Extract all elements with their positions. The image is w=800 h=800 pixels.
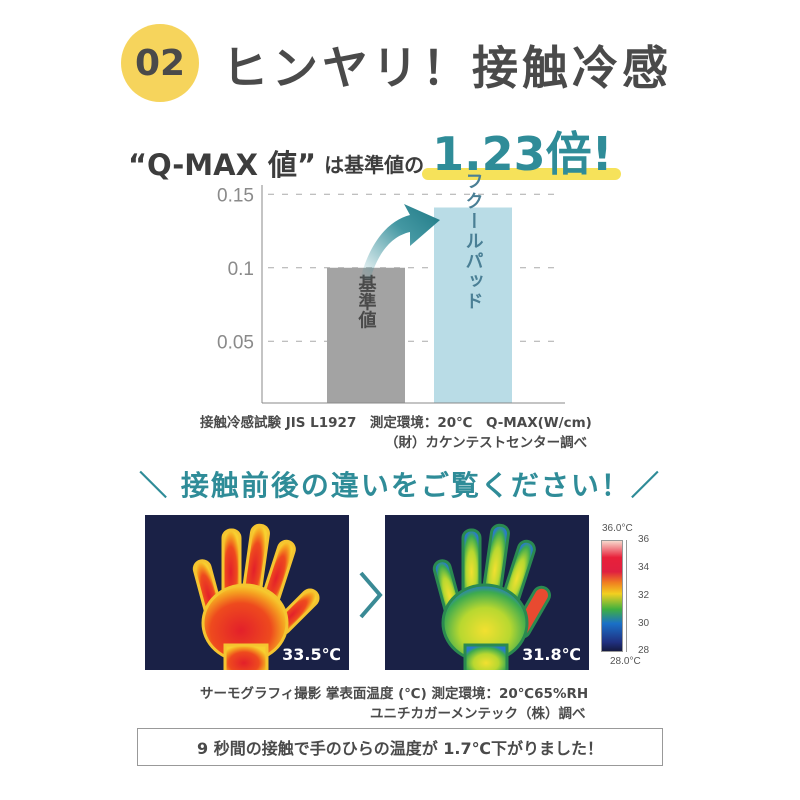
scale-min-label: 28.0°C: [610, 656, 641, 667]
chart-caption-test: 接触冷感試験 JIS L1927 測定環境：20℃ Q-MAX(W/cm): [200, 415, 592, 431]
scale-tick: 32: [638, 590, 650, 601]
chevron-right-icon: [359, 571, 383, 619]
bar-label: サラフクールパッド: [463, 170, 484, 311]
scale-tick: 30: [638, 618, 650, 629]
after-temperature: 31.8℃: [522, 645, 581, 664]
chart-caption-source: （財）カケンテストセンター調べ: [385, 435, 588, 451]
before-temperature: 33.5℃: [282, 645, 341, 664]
subtitle-connector: は基準値の: [324, 153, 425, 177]
y-tick-label: 0.1: [228, 259, 254, 280]
y-tick-label: 0.05: [217, 332, 254, 353]
section-number-badge: 02: [121, 24, 199, 102]
hand-after-icon: [432, 523, 551, 670]
scale-axis: [626, 540, 627, 652]
page-title: ヒンヤリ！接触冷感: [222, 41, 672, 95]
increase-arrow-icon: [360, 204, 440, 280]
bar-label: 基準値: [356, 274, 378, 330]
scale-max-label: 36.0°C: [602, 523, 633, 534]
qmax-bar-chart: 基準値 サラフクールパッド 0.05 0.1 0.15: [217, 170, 565, 404]
hand-before-icon: [192, 523, 320, 670]
thermal-image-before: 33.5℃: [145, 515, 349, 670]
scale-tick: 34: [638, 562, 650, 573]
comparison-heading: ＼ 接触前後の違いをご覧ください！／: [139, 469, 661, 502]
thermo-caption-conditions: サーモグラフィ撮影 掌表面温度 (℃) 測定環境：20℃65%RH: [200, 686, 589, 702]
result-note-box: 9 秒間の接触で手のひらの温度が 1.7℃下がりました！: [137, 728, 663, 766]
scale-tick: 36: [638, 534, 650, 545]
qmax-label: “Q-MAX 値”: [128, 148, 317, 182]
scale-tick: 28: [638, 645, 650, 656]
y-tick-label: 0.15: [217, 185, 254, 206]
subtitle: “Q-MAX 値” は基準値の 1.23倍!: [128, 118, 622, 184]
thermal-image-after: 31.8℃: [385, 515, 589, 670]
thermo-caption-source: ユニチカガーメンテック（株）調べ: [370, 706, 586, 722]
temperature-scale: 36.0°C 36 34 32 30 28 28.0°C: [590, 518, 670, 673]
bar-1: [434, 207, 512, 403]
bar-0: [327, 267, 405, 403]
ratio-highlight: 1.23倍!: [422, 118, 622, 184]
color-scale-bar: [601, 540, 623, 652]
